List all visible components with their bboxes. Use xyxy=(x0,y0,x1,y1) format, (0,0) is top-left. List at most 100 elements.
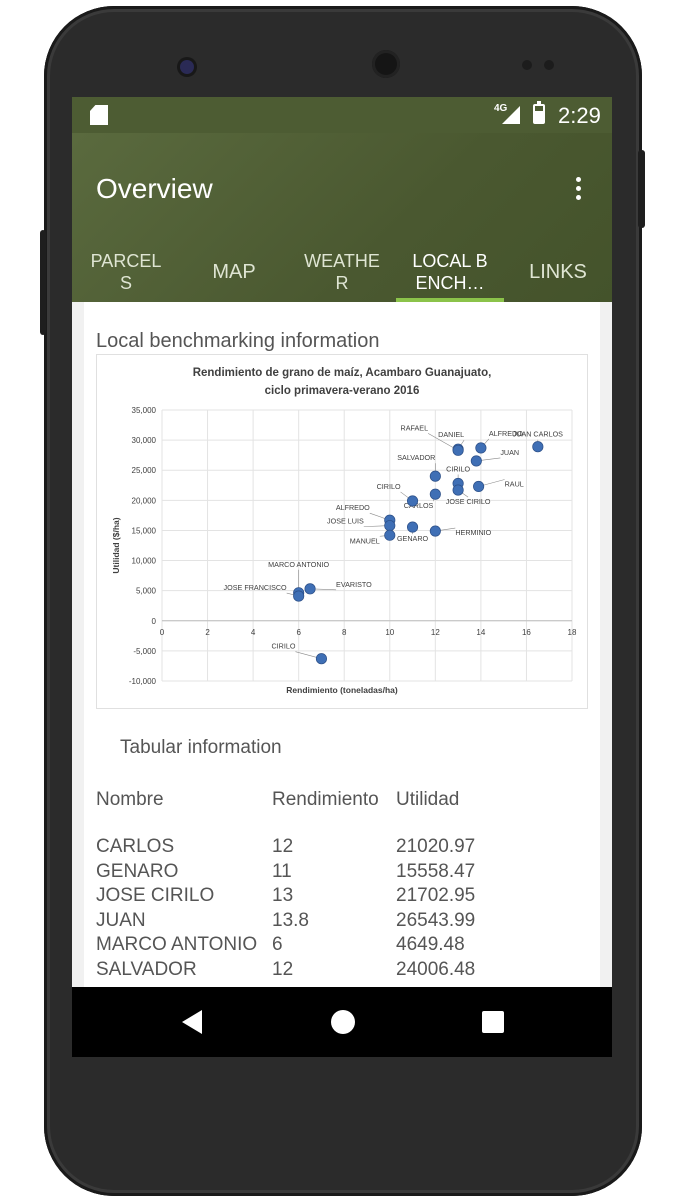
data-point xyxy=(407,495,419,507)
y-tick-label: 15,000 xyxy=(132,526,157,535)
data-point xyxy=(384,529,396,541)
y-tick-label: 10,000 xyxy=(132,557,157,566)
point-label: MANUEL xyxy=(350,536,380,545)
point-label: CIRILO xyxy=(446,464,470,473)
table-cell-row-utilidad: 26543.99 xyxy=(396,909,476,931)
data-point xyxy=(384,520,396,532)
point-label: JUAN CARLOS xyxy=(513,430,564,439)
point-label: SALVADOR xyxy=(397,453,435,462)
point-label: CIRILO xyxy=(377,482,401,491)
point-leader-line xyxy=(427,433,459,451)
y-tick-label: -5,000 xyxy=(133,647,156,656)
tab-map[interactable]: MAP xyxy=(212,260,256,283)
table-cell-row-rendimiento: 12 xyxy=(272,958,294,980)
y-tick-label: 20,000 xyxy=(132,496,157,505)
content-card: Local benchmarking information Rendimien… xyxy=(84,302,600,987)
point-label: JOSE LUIS xyxy=(327,517,364,526)
scatter-chart: Rendimiento de grano de maíz, Acambaro G… xyxy=(111,367,577,695)
y-tick-label: 0 xyxy=(152,617,157,626)
light-sensor xyxy=(544,60,554,70)
content-scroll[interactable]: Local benchmarking information Rendimien… xyxy=(72,302,612,987)
point-label: ALFREDO xyxy=(336,503,370,512)
x-tick-label: 18 xyxy=(568,628,577,637)
battery-icon xyxy=(533,101,545,124)
tabular-title: Tabular information xyxy=(120,737,282,758)
table-cell-row-nombre: JOSE CIRILO xyxy=(96,885,215,906)
point-label: JUAN xyxy=(500,448,519,457)
earpiece-speaker xyxy=(372,50,400,78)
data-point xyxy=(452,484,464,496)
point-label: JOSE FRANCISCO xyxy=(224,583,288,592)
point-label: RAUL xyxy=(505,479,524,488)
point-label: HERMINIO xyxy=(455,528,491,537)
page-title: Overview xyxy=(96,173,213,204)
tab-parcels[interactable]: PARCEL S xyxy=(90,250,162,293)
column-header-utilidad: Utilidad xyxy=(396,789,460,810)
column-header-nombre: Nombre xyxy=(96,789,164,810)
x-tick-label: 10 xyxy=(385,628,394,637)
x-tick-label: 12 xyxy=(431,628,440,637)
table-cell-row-nombre: CARLOS xyxy=(96,836,175,857)
point-label: RAFAEL xyxy=(401,423,429,432)
x-tick-label: 2 xyxy=(205,628,210,637)
x-tick-label: 4 xyxy=(251,628,256,637)
benchmark-chart: Rendimiento de grano de maíz, Acambaro G… xyxy=(96,354,588,709)
tab-links[interactable]: LINKS xyxy=(529,260,587,283)
point-label: CARLOS xyxy=(404,501,434,510)
data-point xyxy=(407,521,419,533)
point-label: CIRILO xyxy=(271,642,295,651)
point-label: GENARO xyxy=(397,534,429,543)
data-point xyxy=(473,480,485,493)
power-button xyxy=(638,150,645,228)
data-point xyxy=(315,653,327,665)
x-axis-label: Rendimiento (toneladas/ha) xyxy=(286,685,398,695)
table-cell-row-nombre: GENARO xyxy=(96,860,179,882)
table-cell-row-utilidad: 15558.47 xyxy=(396,860,476,882)
table-cell-row-rendimiento: 6 xyxy=(272,934,283,955)
tab-local-benchmarking[interactable]: LOCAL B ENCH… xyxy=(412,250,488,293)
table-cell-row-rendimiento: 12 xyxy=(272,836,294,857)
section-title: Local benchmarking information xyxy=(96,330,380,352)
x-tick-label: 16 xyxy=(522,628,531,637)
table-cell-row-rendimiento: 11 xyxy=(272,860,292,882)
point-label: EVARISTO xyxy=(336,580,372,589)
table-cell-row-rendimiento: 13.8 xyxy=(272,909,309,931)
status-bar: 4G 2:29 xyxy=(72,97,612,133)
point-label: DANIEL xyxy=(438,430,464,439)
status-time: 2:29 xyxy=(558,103,601,128)
data-point xyxy=(429,488,441,500)
active-tab-indicator xyxy=(396,298,504,302)
sd-card-icon xyxy=(90,105,108,125)
column-header-rendimiento: Rendimiento xyxy=(272,789,379,810)
overflow-menu-icon[interactable] xyxy=(568,173,588,203)
tab-bar: PARCEL S MAP WEATHE R LOCAL B ENCH… LINK… xyxy=(72,241,612,302)
chart-title-line: ciclo primavera-verano 2016 xyxy=(265,385,420,397)
data-point xyxy=(475,442,487,454)
y-tick-label: 30,000 xyxy=(132,436,157,445)
x-tick-label: 0 xyxy=(160,628,165,637)
volume-button xyxy=(40,230,46,335)
back-icon[interactable] xyxy=(182,1010,202,1034)
data-point xyxy=(429,470,441,482)
signal-icon xyxy=(502,106,520,124)
x-tick-label: 6 xyxy=(296,628,301,637)
tab-weather[interactable]: WEATHE R xyxy=(304,250,380,293)
point-label: JOSE CIRILO xyxy=(446,497,491,506)
home-icon[interactable] xyxy=(331,1010,355,1034)
table-cell-row-nombre: MARCO ANTONIO xyxy=(96,934,258,955)
table-cell-row-rendimiento: 13 xyxy=(272,885,294,906)
table-cell-row-utilidad: 4649.48 xyxy=(396,934,465,955)
x-tick-label: 8 xyxy=(342,628,347,637)
x-tick-label: 14 xyxy=(476,628,485,637)
y-tick-label: 25,000 xyxy=(132,466,157,475)
table-cell-row-utilidad: 24006.48 xyxy=(396,958,476,980)
data-point xyxy=(304,583,316,595)
recent-apps-icon[interactable] xyxy=(482,1011,504,1033)
navigation-bar xyxy=(72,987,612,1057)
table-cell-row-nombre: JUAN xyxy=(96,909,146,931)
network-type: 4G xyxy=(494,103,508,114)
data-point xyxy=(429,525,441,537)
data-point xyxy=(452,444,464,456)
y-tick-label: 5,000 xyxy=(136,587,157,596)
app-bar: Overview PARCEL S MAP WEATHE R LOCAL B E… xyxy=(72,133,612,302)
